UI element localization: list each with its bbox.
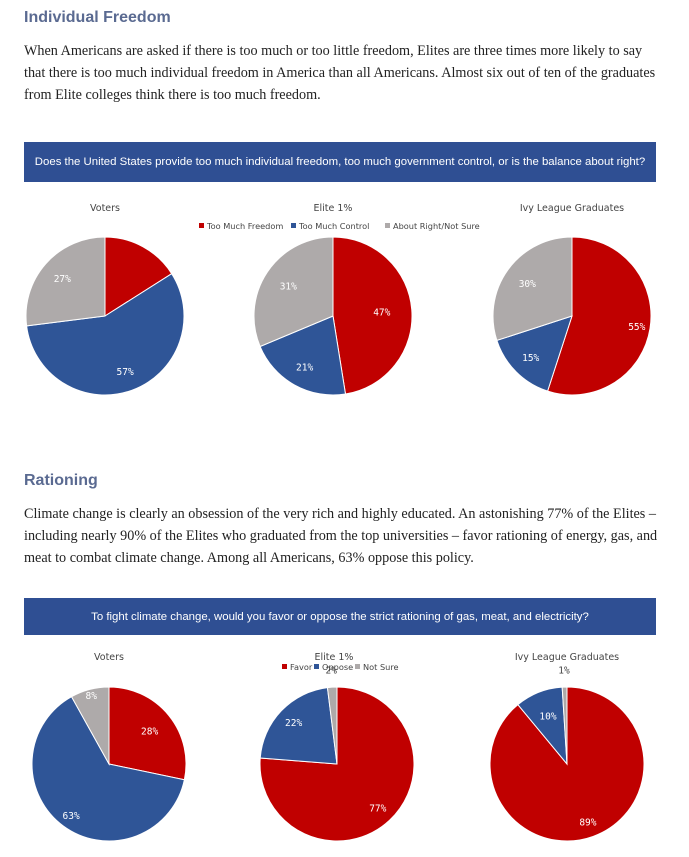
pie-slice-not-sure <box>326 686 338 765</box>
slice-label: 89% <box>579 818 596 829</box>
slice-label: 1% <box>558 666 570 677</box>
slice-label: 8% <box>85 691 97 702</box>
rationing-paragraph: Climate change is clearly an obsession o… <box>24 506 658 566</box>
pie-slice-favor <box>259 686 415 842</box>
slice-label: 47% <box>373 308 390 319</box>
slice-label: 10% <box>539 712 556 723</box>
slice-label: 16% <box>122 264 139 275</box>
pie-slice-oppose <box>31 696 185 842</box>
legend-label: Too Much Freedom <box>206 221 283 231</box>
legend-label: About Right/Not Sure <box>393 221 480 231</box>
slice-label: 2% <box>325 666 337 677</box>
slice-label: 27% <box>54 274 71 285</box>
legend-swatch <box>385 223 390 228</box>
legend-swatch <box>282 664 287 669</box>
rationing-question-text: To fight climate change, would you favor… <box>91 610 589 623</box>
slice-label: 21% <box>296 363 313 374</box>
chart-title: Voters <box>90 203 120 214</box>
legend-swatch <box>314 664 319 669</box>
pie-slice-favor <box>108 686 187 781</box>
slice-label: 77% <box>369 804 386 815</box>
pie-chart-1: Voters 16% 57% 27% <box>25 203 185 396</box>
pie-slice-about-right-not-sure <box>492 236 573 342</box>
chart-title: Ivy League Graduates <box>520 203 624 214</box>
slice-label: 57% <box>117 367 134 378</box>
legend-label: Oppose <box>322 662 353 672</box>
pie-slice-too-much-control <box>26 272 185 396</box>
pie-chart-2: Elite 1%47%21%31%Too Much Freedom Too Muc… <box>199 203 480 396</box>
freedom-question-text: Does the United States provide too much … <box>34 156 646 168</box>
section-heading-rationing: Rationing <box>24 472 98 489</box>
freedom-paragraph: When Americans are asked if there is too… <box>24 43 656 103</box>
legend-swatch <box>199 223 204 228</box>
legend-swatch <box>355 664 360 669</box>
pie-slice-too-much-control <box>259 315 347 396</box>
legend-swatch <box>291 223 296 228</box>
legend-label: Too Much Control <box>298 221 369 231</box>
slice-label: 63% <box>63 811 80 822</box>
chart-legend: Favor Oppose Not Sure <box>282 662 399 672</box>
slice-label: 28% <box>141 727 158 738</box>
slice-label: 22% <box>285 718 302 729</box>
pie-slice-about-right-not-sure <box>25 236 106 327</box>
slice-label: 31% <box>280 282 297 293</box>
chart-title: Voters <box>94 652 124 663</box>
chart-title: Ivy League Graduates <box>515 652 619 663</box>
pie-slice-about-right-not-sure <box>253 236 334 348</box>
freedom-question-banner: Does the United States provide too much … <box>24 142 656 182</box>
rationing-question-banner: To fight climate change, would you favor… <box>24 598 656 635</box>
pie-slice-too-much-freedom <box>546 236 652 396</box>
pie-slice-not-sure <box>70 686 110 766</box>
legend-label: Not Sure <box>363 662 399 672</box>
pie-slice-too-much-freedom <box>104 236 173 317</box>
slice-label: 15% <box>522 353 539 364</box>
pie-slice-too-much-freedom <box>332 236 413 395</box>
pie-slice-oppose <box>259 687 338 765</box>
chart-legend: Too Much Freedom Too Much Control About Ri… <box>199 221 480 231</box>
pie-chart-3: Ivy League Graduates 55% 15% 30% <box>492 203 652 396</box>
pie-chart-6: Ivy League Graduates 89% 10% 1% <box>489 652 645 842</box>
legend-label: Favor <box>290 662 313 672</box>
slice-label: 55% <box>628 322 645 333</box>
pie-chart-5: Elite 1% 77% 22% 2% Favor Oppose Not Sure <box>259 652 415 842</box>
chart-title: Elite 1% <box>314 203 353 214</box>
pie-slice-not-sure <box>561 686 568 765</box>
section-heading-freedom: Individual Freedom <box>24 9 171 26</box>
chart-title: Elite 1% <box>315 652 354 663</box>
pie-chart-4: Voters 28% 63% 8% <box>31 652 187 842</box>
slice-label: 30% <box>519 279 536 290</box>
